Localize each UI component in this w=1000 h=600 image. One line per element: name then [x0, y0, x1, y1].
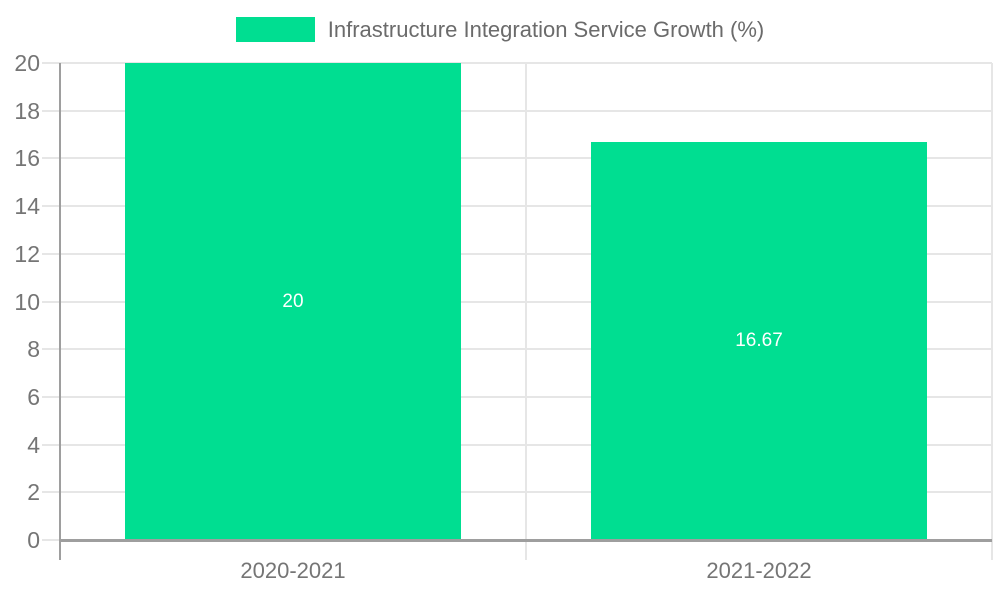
y-tick-label: 18 — [14, 97, 40, 124]
y-axis-line — [59, 63, 61, 560]
y-tick-mark — [42, 205, 60, 208]
y-tick-label: 14 — [14, 193, 40, 220]
y-tick-mark — [42, 300, 60, 303]
y-tick-label: 6 — [27, 383, 40, 410]
legend-label: Infrastructure Integration Service Growt… — [327, 17, 765, 42]
y-tick-label: 10 — [14, 288, 40, 315]
gridline — [525, 63, 527, 540]
y-tick-mark — [42, 395, 60, 398]
bar[interactable] — [591, 142, 927, 540]
y-tick-mark — [42, 491, 60, 494]
x-tick-mark — [525, 540, 527, 560]
bar[interactable] — [125, 63, 461, 540]
y-tick-mark — [42, 539, 60, 541]
y-tick-mark — [42, 443, 60, 446]
bar-value-label: 16.67 — [735, 330, 783, 352]
y-tick-mark — [42, 109, 60, 112]
x-tick-label: 2020-2021 — [240, 558, 346, 583]
x-tick-label: 2021-2022 — [706, 558, 812, 583]
y-tick-label: 0 — [27, 527, 40, 553]
legend-swatch-icon — [235, 17, 315, 42]
y-tick-label: 20 — [14, 50, 40, 76]
y-tick-mark — [42, 62, 60, 64]
y-tick-mark — [42, 252, 60, 255]
y-tick-label: 4 — [27, 431, 40, 458]
y-tick-mark — [42, 348, 60, 351]
bar-value-label: 20 — [282, 290, 304, 312]
y-tick-label: 12 — [14, 240, 40, 267]
y-tick-mark — [42, 157, 60, 160]
chart-legend[interactable]: Infrastructure Integration Service Growt… — [0, 17, 1000, 42]
y-tick-label: 16 — [14, 145, 40, 172]
y-tick-label: 2 — [27, 479, 40, 506]
gridline — [991, 63, 993, 540]
x-tick-mark — [991, 540, 993, 560]
y-tick-label: 8 — [27, 336, 40, 363]
